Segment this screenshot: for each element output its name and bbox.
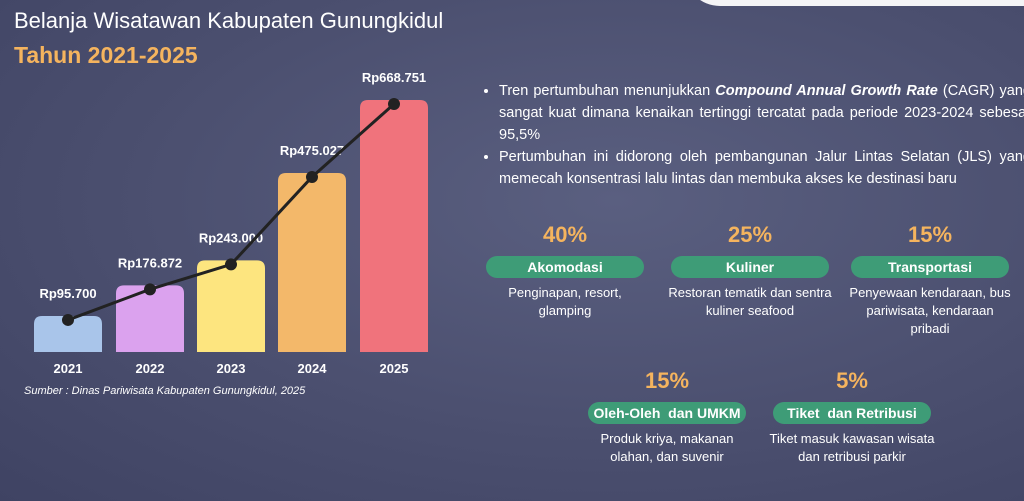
- bar: [34, 315, 102, 352]
- x-tick-label: 2023: [217, 361, 246, 376]
- data-label: Rp668.751: [362, 70, 426, 85]
- data-label: Rp243.000: [199, 230, 263, 245]
- category-percent: 40%: [542, 222, 588, 247]
- bar: [278, 172, 346, 352]
- category-desc: Restoran tematik dan sentra kuliner seaf…: [668, 285, 832, 318]
- data-label: Rp95.700: [39, 286, 96, 301]
- chart-subtitle: Tahun 2021-2025: [14, 42, 198, 68]
- category-percent: 25%: [727, 222, 773, 247]
- corner-shape: [684, 0, 1024, 6]
- chart: Rp95.700 2021 Rp176.872 2022 Rp243.000 2023 Rp…: [34, 70, 428, 376]
- bar: [197, 260, 265, 352]
- chart-title: Belanja Wisatawan Kabupaten Gunungkidul: [14, 8, 444, 33]
- category-desc: Produk kriya, makanan olahan, dan suveni…: [600, 431, 734, 464]
- category-percent: 15%: [907, 222, 953, 247]
- category-label: Kuliner: [671, 256, 829, 278]
- data-label: Rp176.872: [118, 255, 182, 270]
- trend-point: [144, 283, 156, 296]
- bullet: Pertumbuhan ini didorong oleh pembanguna…: [499, 146, 1024, 190]
- bullet: Tren pertumbuhan menunjukkan Compound An…: [499, 80, 1024, 146]
- trend-point: [388, 98, 400, 110]
- trend-point: [62, 313, 74, 326]
- source-note: Sumber : Dinas Pariwisata Kabupaten Gunu…: [24, 385, 306, 397]
- bar: [360, 100, 428, 352]
- trend-point: [225, 258, 237, 271]
- category-desc: Penyewaan kendaraan, bus pariwisata, ken…: [849, 285, 1011, 336]
- bullet-text: Tren pertumbuhan menunjukkan: [499, 83, 716, 99]
- category-desc: Tiket masuk kawasan wisata dan retribusi…: [769, 431, 935, 464]
- bullet-text: Pertumbuhan ini didorong oleh pembanguna…: [499, 149, 1024, 187]
- category-percent: 15%: [644, 368, 690, 393]
- x-tick-label: 2024: [298, 361, 328, 376]
- x-tick-label: 2022: [136, 361, 165, 376]
- category-label: Transportasi: [851, 256, 1009, 278]
- bar: [116, 285, 184, 352]
- bullet-list: Tren pertumbuhan menunjukkan Compound An…: [483, 80, 1024, 190]
- data-label: Rp475.027: [280, 143, 344, 158]
- x-tick-label: 2021: [54, 361, 83, 376]
- category-desc: Penginapan, resort, glamping: [508, 285, 622, 318]
- category-label: Oleh-Oleh dan UMKM: [588, 402, 746, 424]
- trend-point: [306, 170, 318, 183]
- category-card: 15% Transportasi Penyewaan kendaraan, bus …: [835, 222, 1024, 338]
- category-card: 25% Kuliner Restoran tematik dan sentra ku…: [655, 222, 845, 320]
- x-tick-label: 2025: [380, 361, 409, 376]
- category-label: Akomodasi: [486, 256, 644, 278]
- bullet-emphasis: Compound Annual Growth Rate: [715, 83, 938, 99]
- category-label: Tiket dan Retribusi: [773, 402, 931, 424]
- bullet-text: (CAGR) yang sangat kuat dimana kenaikan …: [499, 83, 1024, 143]
- category-card: 5% Tiket dan Retribusi Tiket masuk kawasan…: [757, 368, 947, 466]
- category-card: 40% Akomodasi Penginapan, resort, glamping: [470, 222, 660, 320]
- category-percent: 5%: [836, 368, 868, 393]
- category-card: 15% Oleh-Oleh dan UMKM Produk kriya, makan…: [572, 368, 762, 466]
